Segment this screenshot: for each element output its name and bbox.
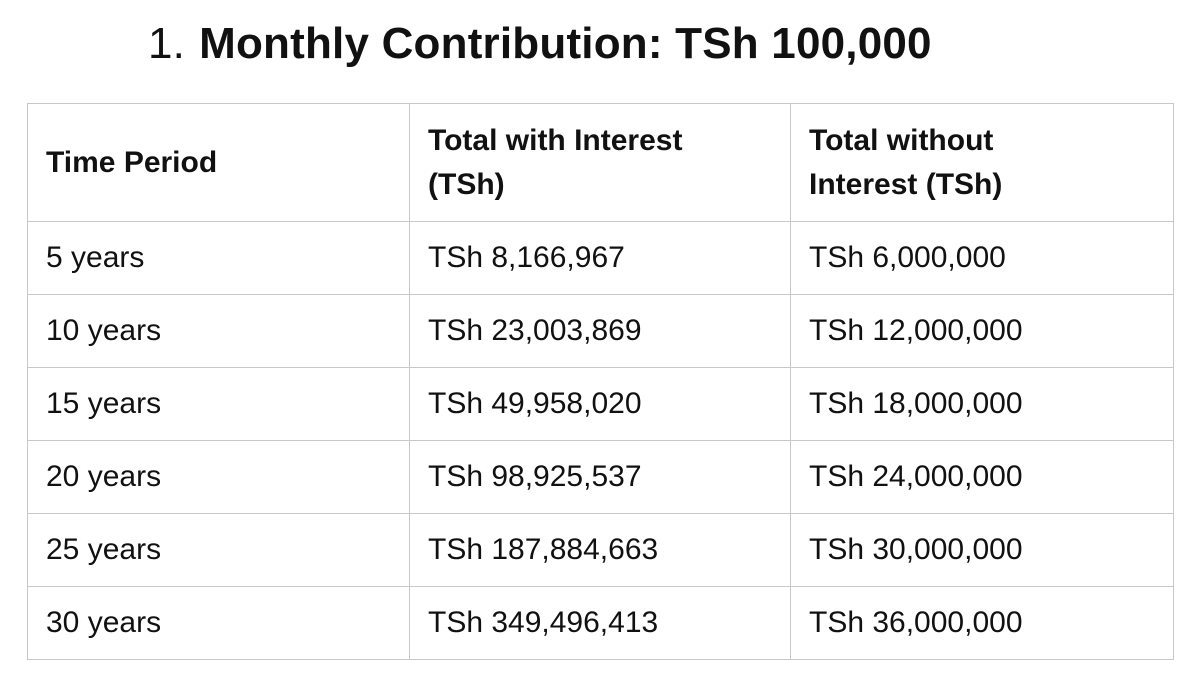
header-total-without-interest: Total without Interest (TSh) <box>790 103 1174 222</box>
table-row: 5 years TSh 8,166,967 TSh 6,000,000 <box>27 221 1174 295</box>
cell-without-interest: TSh 30,000,000 <box>790 513 1174 587</box>
table-header-row: Time Period Total with Interest (TSh) To… <box>27 103 1174 222</box>
cell-with-interest: TSh 8,166,967 <box>409 221 791 295</box>
cell-without-interest: TSh 36,000,000 <box>790 586 1174 660</box>
table-row: 10 years TSh 23,003,869 TSh 12,000,000 <box>27 294 1174 368</box>
header-without-interest-line1: Total without <box>809 123 994 157</box>
cell-with-interest: TSh 349,496,413 <box>409 586 791 660</box>
cell-with-interest: TSh 187,884,663 <box>409 513 791 587</box>
cell-period: 25 years <box>27 513 410 587</box>
header-time-period: Time Period <box>27 103 410 222</box>
cell-without-interest: TSh 6,000,000 <box>790 221 1174 295</box>
table-row: 20 years TSh 98,925,537 TSh 24,000,000 <box>27 440 1174 514</box>
heading-number: 1. <box>148 19 186 68</box>
header-time-period-label: Time Period <box>46 145 218 179</box>
table-row: 30 years TSh 349,496,413 TSh 36,000,000 <box>27 586 1174 660</box>
header-with-interest-line1: Total with Interest <box>428 123 683 157</box>
cell-period: 10 years <box>27 294 410 368</box>
cell-period: 15 years <box>27 367 410 441</box>
cell-with-interest: TSh 98,925,537 <box>409 440 791 514</box>
table-row: 25 years TSh 187,884,663 TSh 30,000,000 <box>27 513 1174 587</box>
contribution-table: Time Period Total with Interest (TSh) To… <box>27 103 1174 660</box>
table-row: 15 years TSh 49,958,020 TSh 18,000,000 <box>27 367 1174 441</box>
cell-period: 5 years <box>27 221 410 295</box>
cell-period: 30 years <box>27 586 410 660</box>
header-with-interest-line2: (TSh) <box>428 167 505 201</box>
header-total-with-interest: Total with Interest (TSh) <box>409 103 791 222</box>
header-without-interest-line2: Interest (TSh) <box>809 167 1003 201</box>
cell-period: 20 years <box>27 440 410 514</box>
cell-without-interest: TSh 18,000,000 <box>790 367 1174 441</box>
cell-with-interest: TSh 49,958,020 <box>409 367 791 441</box>
cell-with-interest: TSh 23,003,869 <box>409 294 791 368</box>
heading-title: Monthly Contribution: TSh 100,000 <box>199 19 932 68</box>
cell-without-interest: TSh 12,000,000 <box>790 294 1174 368</box>
cell-without-interest: TSh 24,000,000 <box>790 440 1174 514</box>
page-heading: 1. Monthly Contribution: TSh 100,000 <box>148 12 932 76</box>
